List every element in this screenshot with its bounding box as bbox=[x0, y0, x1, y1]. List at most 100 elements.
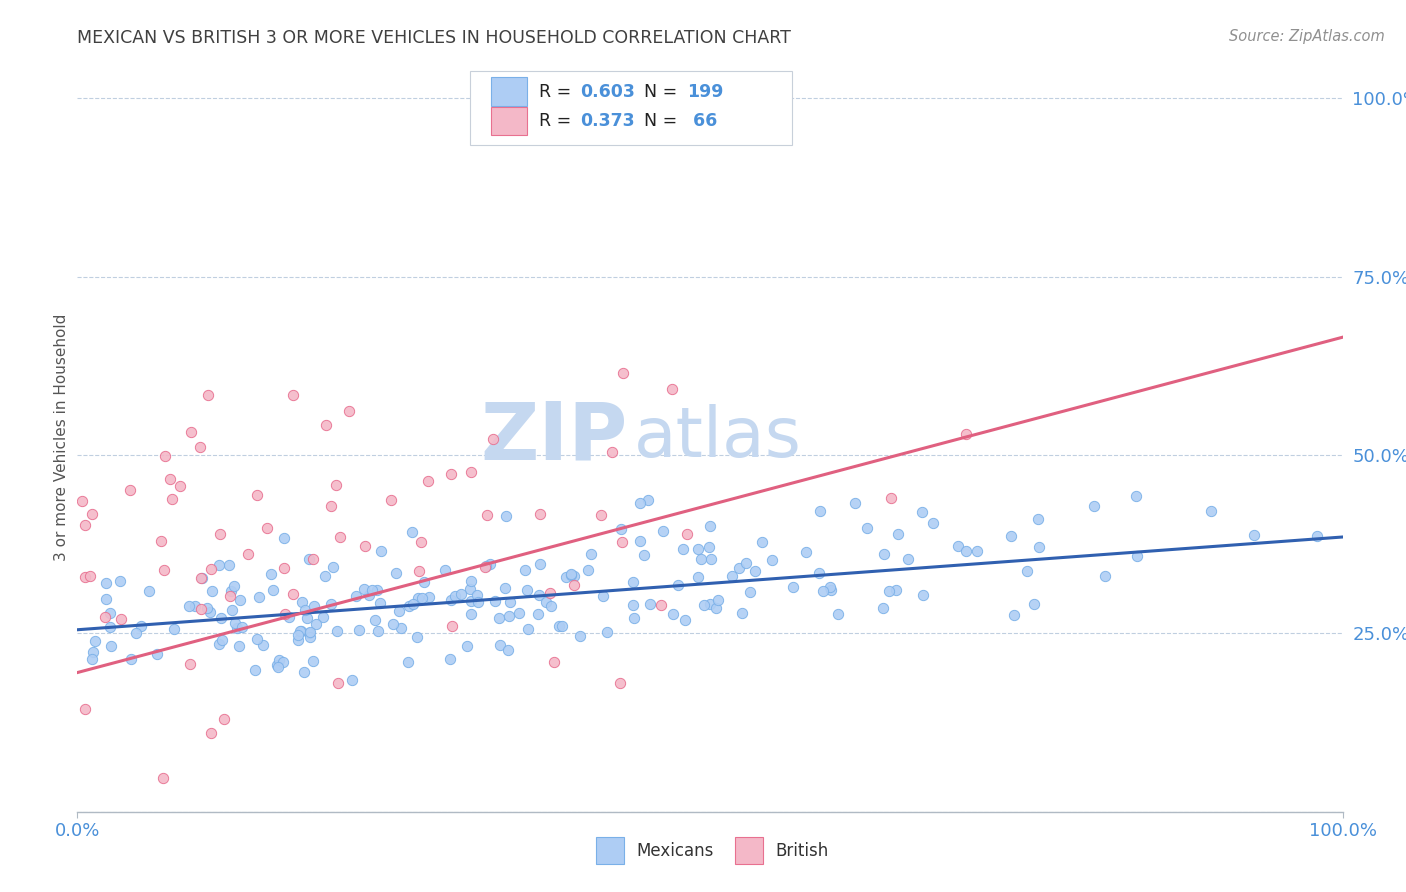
Point bbox=[72, 494, 94, 508]
Point bbox=[262, 582, 284, 597]
Point bbox=[612, 367, 634, 381]
Text: Mexicans: Mexicans bbox=[637, 842, 714, 860]
Point bbox=[340, 673, 363, 688]
Point bbox=[844, 496, 866, 510]
Text: N =: N = bbox=[644, 112, 683, 130]
Point bbox=[98, 620, 121, 634]
Point bbox=[94, 591, 117, 606]
Point bbox=[623, 611, 645, 625]
Point bbox=[118, 483, 141, 497]
Point bbox=[955, 427, 977, 442]
Point bbox=[298, 630, 321, 644]
Point bbox=[1125, 489, 1147, 503]
Point bbox=[721, 569, 744, 583]
Point bbox=[353, 582, 375, 596]
Point bbox=[592, 589, 614, 603]
Point bbox=[228, 639, 250, 653]
Point bbox=[693, 598, 716, 612]
Point bbox=[460, 574, 482, 588]
Point bbox=[402, 597, 425, 611]
Point bbox=[872, 600, 894, 615]
Point bbox=[73, 570, 96, 584]
Point bbox=[321, 598, 343, 612]
Point bbox=[488, 611, 510, 625]
Point bbox=[84, 633, 107, 648]
Point bbox=[347, 623, 370, 637]
Point bbox=[562, 569, 585, 583]
Point bbox=[363, 613, 385, 627]
Point bbox=[329, 530, 352, 544]
Point bbox=[281, 387, 304, 401]
Point bbox=[700, 551, 723, 566]
Point bbox=[267, 660, 290, 674]
Point bbox=[195, 601, 218, 615]
Point bbox=[652, 524, 675, 538]
Point bbox=[576, 563, 599, 577]
Point bbox=[108, 574, 131, 588]
Point bbox=[287, 632, 309, 647]
Point bbox=[211, 633, 233, 648]
Text: atlas: atlas bbox=[634, 403, 801, 471]
Point bbox=[94, 576, 117, 591]
Point bbox=[201, 583, 224, 598]
Point bbox=[94, 610, 117, 624]
Point bbox=[673, 613, 696, 627]
Point bbox=[295, 611, 318, 625]
Point bbox=[529, 507, 551, 521]
Point bbox=[560, 567, 582, 582]
Point bbox=[190, 571, 212, 585]
Point bbox=[513, 563, 536, 577]
Point bbox=[325, 477, 347, 491]
Point bbox=[955, 544, 977, 558]
Point bbox=[1002, 607, 1025, 622]
Point bbox=[1000, 529, 1022, 543]
Point bbox=[273, 561, 295, 575]
Point bbox=[389, 621, 412, 635]
Point bbox=[80, 651, 103, 665]
Point bbox=[184, 599, 207, 613]
Point bbox=[911, 588, 934, 602]
Point bbox=[560, 566, 582, 581]
Point bbox=[290, 624, 312, 638]
Point bbox=[219, 589, 242, 603]
Point bbox=[198, 605, 221, 619]
Point bbox=[543, 655, 565, 669]
Point bbox=[149, 534, 172, 549]
Point bbox=[229, 592, 252, 607]
Point bbox=[274, 607, 297, 621]
Point bbox=[380, 493, 402, 508]
Point bbox=[638, 597, 661, 611]
Point bbox=[811, 584, 834, 599]
Point bbox=[367, 624, 389, 638]
Point bbox=[110, 612, 132, 626]
Point bbox=[662, 607, 685, 622]
Point bbox=[589, 508, 612, 522]
Point bbox=[301, 654, 323, 668]
Point bbox=[666, 578, 689, 592]
Point bbox=[628, 496, 651, 510]
Bar bbox=[491, 107, 527, 135]
Point bbox=[596, 624, 619, 639]
Text: R =: R = bbox=[540, 83, 576, 101]
Point bbox=[508, 606, 530, 620]
Text: 0.373: 0.373 bbox=[579, 112, 634, 130]
Point bbox=[623, 574, 645, 589]
Point bbox=[440, 467, 463, 482]
Point bbox=[222, 579, 245, 593]
Point bbox=[911, 505, 934, 519]
Point bbox=[439, 592, 461, 607]
Point bbox=[458, 582, 481, 596]
Text: R =: R = bbox=[540, 112, 576, 130]
Point bbox=[689, 551, 711, 566]
Point bbox=[877, 584, 900, 599]
Point bbox=[160, 491, 183, 506]
Point bbox=[322, 560, 344, 574]
Point bbox=[610, 523, 633, 537]
Point bbox=[246, 488, 269, 502]
Point bbox=[434, 563, 457, 577]
Point bbox=[856, 521, 879, 535]
Point bbox=[208, 637, 231, 651]
Point bbox=[482, 432, 505, 446]
Point bbox=[568, 629, 591, 643]
Point bbox=[551, 619, 574, 633]
